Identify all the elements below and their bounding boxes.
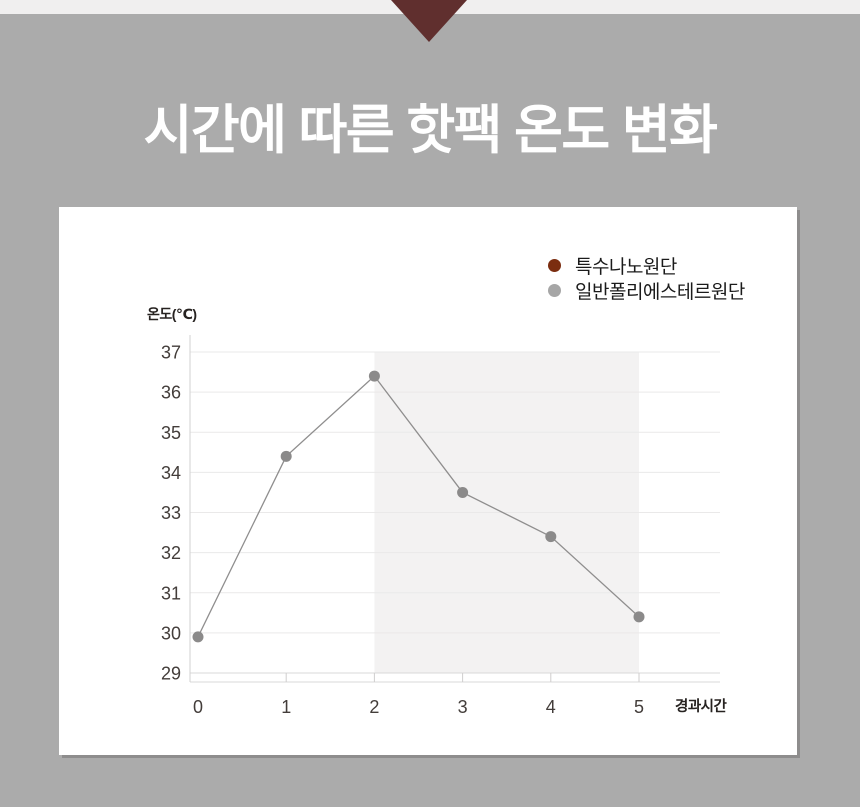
y-tick-label: 30: [161, 623, 181, 643]
page-title: 시간에 따른 핫팩 온도 변화: [143, 101, 718, 160]
x-tick-label: 2: [369, 697, 379, 717]
x-tick-label: 0: [193, 697, 203, 717]
y-axis-labels: 29 30 31 32 33 34 35 36 37: [161, 343, 181, 684]
legend-item: 일반폴리에스테르원단: [548, 278, 745, 303]
x-axis-title: 경과시간: [675, 697, 728, 715]
y-tick-label: 31: [161, 583, 181, 603]
data-point-marker: [545, 531, 557, 543]
y-tick-label: 37: [161, 343, 181, 363]
legend-dot-icon: [548, 259, 561, 272]
x-axis-labels: 0 1 2 3 4 5: [193, 697, 644, 717]
down-arrow-icon: [391, 0, 467, 42]
data-series-1: [192, 370, 645, 643]
x-tick-label: 1: [281, 697, 291, 717]
data-point-marker: [633, 611, 645, 623]
y-tick-label: 34: [161, 463, 181, 483]
data-point-marker: [368, 370, 380, 382]
y-axis-title: 온도(℃): [147, 306, 197, 322]
y-tick-label: 29: [161, 664, 181, 684]
legend-label: 일반폴리에스테르원단: [575, 282, 745, 303]
y-tick-label: 33: [161, 503, 181, 523]
data-point-marker: [192, 631, 204, 643]
y-tick-label: 35: [161, 423, 181, 443]
x-tick-label: 3: [458, 697, 468, 717]
y-tick-label: 36: [161, 383, 181, 403]
x-tick-label: 4: [546, 697, 556, 717]
axes: [189, 335, 720, 683]
chart-legend: 특수나노원단 일반폴리에스테르원단: [548, 253, 745, 303]
legend-item: 특수나노원단: [548, 253, 745, 278]
legend-dot-icon: [548, 284, 561, 297]
y-tick-label: 32: [161, 543, 181, 563]
data-point-marker: [280, 450, 292, 462]
chart-card: 온도(℃) 특수나노원단 일반폴리에스테르원단 29 30 31 32 33 34 35 36…: [59, 207, 797, 755]
legend-label: 특수나노원단: [575, 257, 677, 278]
data-point-marker: [457, 486, 469, 498]
x-tick-label: 5: [634, 697, 644, 717]
